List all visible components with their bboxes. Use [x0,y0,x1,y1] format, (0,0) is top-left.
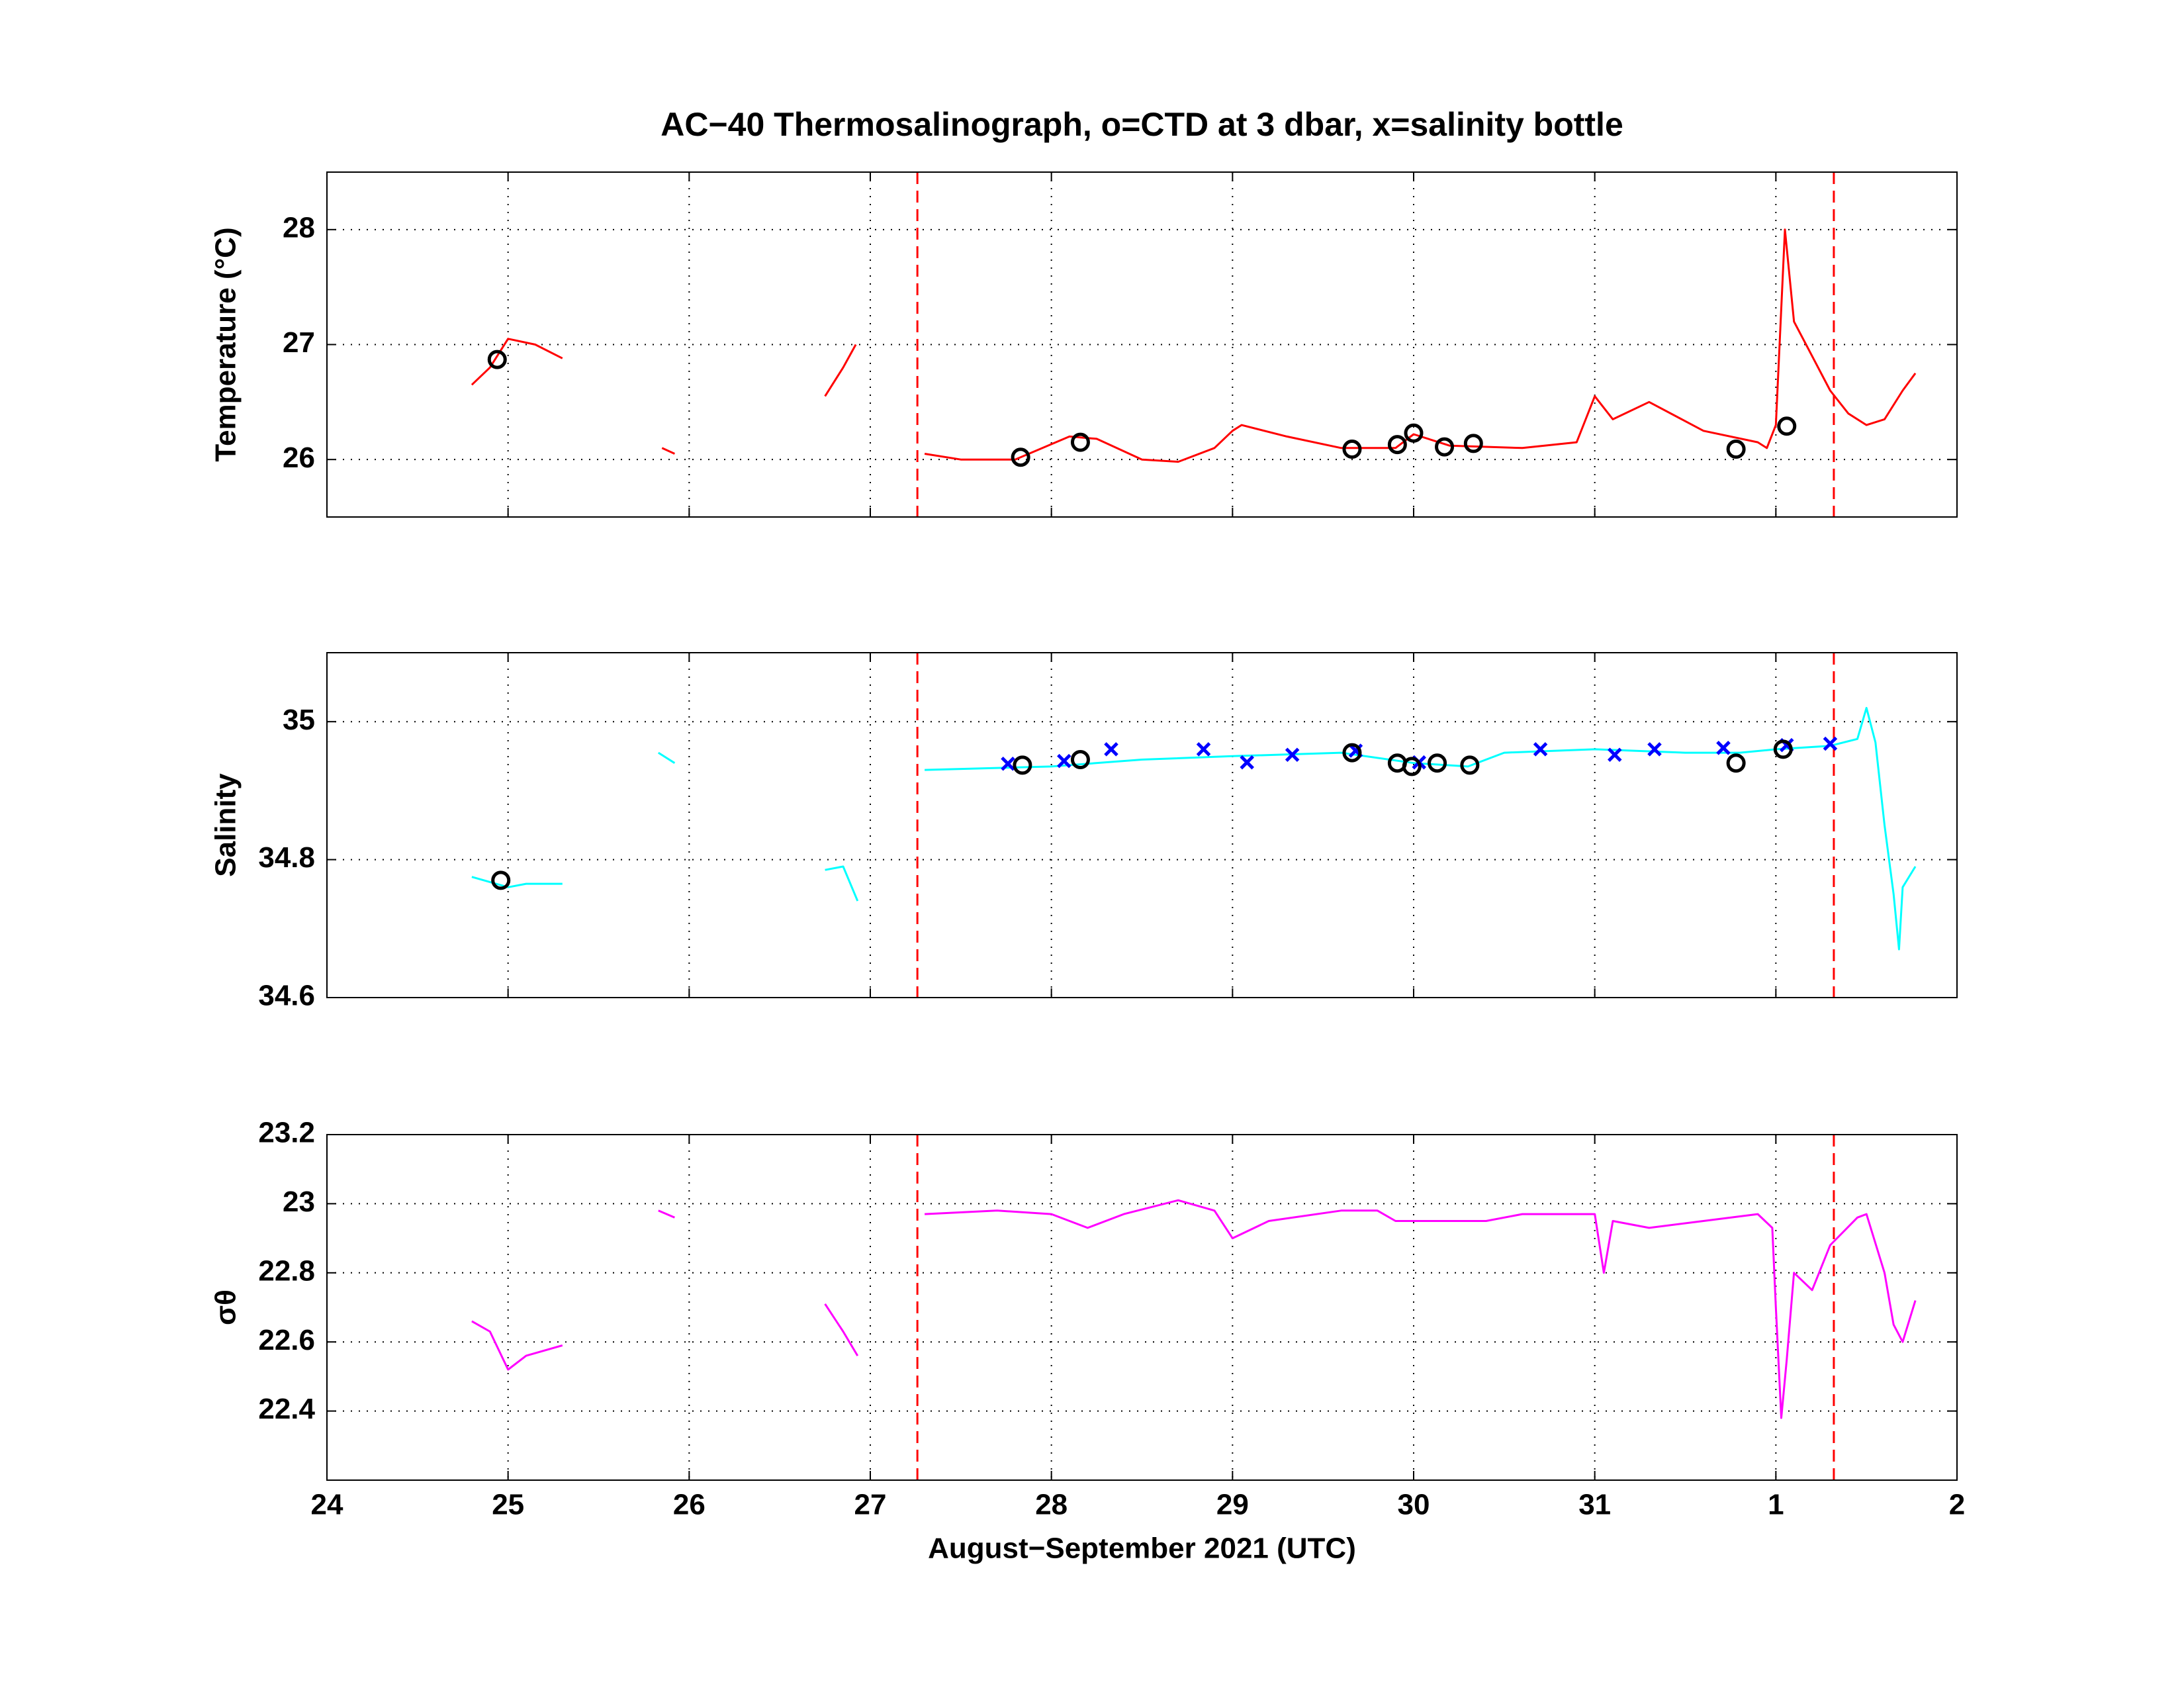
y-axis-label: Salinity [210,773,242,877]
y-tick-label: 35 [283,704,315,736]
x-tick-label: 2 [1949,1489,1965,1521]
x-axis-label: August−September 2021 (UTC) [928,1532,1356,1565]
x-tick-label: 25 [492,1489,524,1521]
y-tick-label: 22.4 [258,1393,315,1425]
ctd-point [1342,743,1362,763]
y-tick-label: 23.2 [258,1117,315,1149]
y-tick-label: 27 [283,326,315,359]
axes-frame [326,652,1958,998]
x-tick-label: 1 [1768,1489,1784,1521]
y-tick-label: 22.6 [258,1324,315,1356]
y-axis-label: Temperature (°C) [210,227,242,461]
ctd-point [1070,750,1090,770]
ctd-point [1013,755,1032,775]
x-tick-label: 31 [1578,1489,1611,1521]
ctd-point [1773,739,1793,759]
ctd-point [1726,440,1746,459]
y-tick-label: 28 [283,211,315,244]
bottle-point [1057,753,1071,769]
ctd-point [1402,757,1422,776]
x-tick-label: 27 [854,1489,887,1521]
ctd-point [1070,432,1090,452]
data-line [471,706,1917,951]
y-tick-label: 34.8 [258,841,315,874]
bottle-point [1240,755,1254,770]
chart-title: AC−40 Thermosalinograph, o=CTD at 3 dbar… [660,106,1623,143]
ctd-point [1342,440,1362,459]
data-line [471,228,1917,463]
bottle-point [1001,756,1015,771]
x-tick-label: 24 [311,1489,343,1521]
y-tick-label: 34.6 [258,980,315,1012]
ctd-point [491,870,511,890]
ctd-point [1777,416,1797,436]
x-tick-label: 28 [1035,1489,1068,1521]
ctd-point [1435,437,1455,457]
bottle-point [1533,742,1548,757]
x-tick-label: 26 [673,1489,705,1521]
bottle-point [1104,742,1118,757]
y-tick-label: 26 [283,442,315,474]
ctd-point [1011,447,1030,467]
bottle-point [1196,742,1211,757]
bottle-point [1285,747,1300,762]
bottle-point [1647,742,1662,757]
ctd-point [487,350,507,369]
data-line [471,1199,1917,1419]
axes-frame [326,1134,1958,1481]
axes-frame [326,171,1958,518]
y-tick-label: 23 [283,1186,315,1218]
ctd-point [1460,755,1480,775]
ctd-point [1463,434,1483,453]
x-tick-label: 29 [1216,1489,1249,1521]
bottle-point [1823,736,1838,751]
y-tick-label: 22.8 [258,1254,315,1287]
ctd-point [1726,753,1746,773]
bottle-point [1716,741,1731,755]
y-axis-label: σθ [210,1289,242,1325]
ctd-point [1387,435,1407,455]
ctd-point [1428,753,1447,773]
x-tick-label: 30 [1398,1489,1430,1521]
ctd-point [1404,423,1424,443]
bottle-point [1608,747,1622,762]
